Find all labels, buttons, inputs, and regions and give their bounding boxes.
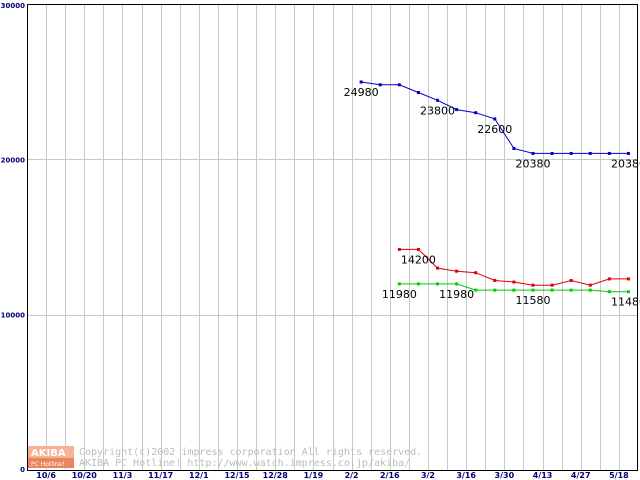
data-point bbox=[588, 288, 592, 292]
data-point bbox=[416, 282, 420, 286]
data-point bbox=[626, 290, 630, 294]
data-point bbox=[550, 283, 554, 287]
data-point bbox=[569, 278, 573, 282]
data-point bbox=[455, 269, 459, 273]
data-point bbox=[626, 151, 630, 155]
x-tick-label: 3/2 bbox=[421, 471, 435, 480]
data-point bbox=[455, 282, 459, 286]
data-label: 11480 bbox=[611, 296, 640, 309]
data-label: 23800 bbox=[420, 104, 455, 117]
y-tick-label: 20000 bbox=[1, 156, 25, 164]
data-point bbox=[626, 277, 630, 281]
data-series bbox=[359, 80, 630, 294]
x-tick-label: 11/3 bbox=[113, 471, 133, 480]
data-point bbox=[493, 278, 497, 282]
copyright-line-2: AKIBA PC Hotline! http://www.watch.impre… bbox=[79, 458, 410, 469]
x-tick-label: 2/2 bbox=[345, 471, 359, 480]
data-point bbox=[512, 146, 516, 150]
x-tick-label: 11/17 bbox=[148, 471, 173, 480]
x-tick-label: 12/15 bbox=[224, 471, 250, 480]
plot-frame bbox=[27, 4, 638, 471]
data-point bbox=[531, 283, 535, 287]
data-label: 20380 bbox=[515, 157, 550, 170]
copyright-line-1: Copyright(c)2002 impress corporation All… bbox=[79, 447, 422, 458]
data-point bbox=[569, 288, 573, 292]
x-tick-label: 2/16 bbox=[380, 471, 400, 480]
data-label: 11580 bbox=[515, 294, 550, 307]
data-point bbox=[474, 111, 478, 115]
data-point bbox=[416, 247, 420, 251]
y-tick-label: 10000 bbox=[1, 312, 25, 320]
x-tick-label: 12/1 bbox=[189, 471, 209, 480]
x-tick-label: 10/20 bbox=[72, 471, 98, 480]
data-point bbox=[607, 151, 611, 155]
data-label: 11980 bbox=[439, 288, 474, 301]
data-point bbox=[531, 288, 535, 292]
data-point bbox=[436, 282, 440, 286]
data-point bbox=[588, 283, 592, 287]
y-tick-label: 30000 bbox=[1, 2, 25, 10]
data-point bbox=[455, 108, 459, 112]
data-point bbox=[550, 151, 554, 155]
x-tick-label: 4/27 bbox=[571, 471, 591, 480]
x-tick-label: 12/28 bbox=[263, 471, 289, 480]
data-point bbox=[607, 277, 611, 281]
x-tick-label: 3/30 bbox=[495, 471, 515, 480]
data-point bbox=[550, 288, 554, 292]
data-point bbox=[531, 151, 535, 155]
x-tick-label: 1/19 bbox=[304, 471, 324, 480]
data-point bbox=[436, 266, 440, 270]
akiba-logo: AKIBA PC Hotline! bbox=[28, 446, 74, 468]
data-label: 24980 bbox=[344, 86, 379, 99]
data-label: 11980 bbox=[382, 288, 417, 301]
data-point bbox=[416, 91, 420, 95]
data-point bbox=[607, 290, 611, 294]
x-tick-label: 5/18 bbox=[609, 471, 629, 480]
x-axis-tick-labels: 10/6 10/20 11/3 11/17 12/1 12/15 12/28 1/19 2/2 2… bbox=[36, 471, 629, 480]
data-point bbox=[569, 151, 573, 155]
data-point bbox=[378, 83, 382, 87]
y-axis-tick-labels: 0 10000 20000 30000 bbox=[1, 2, 25, 474]
axes bbox=[27, 4, 638, 471]
vertical-gridlines bbox=[46, 4, 620, 470]
x-tick-label: 10/6 bbox=[36, 471, 56, 480]
data-point bbox=[397, 247, 401, 251]
data-label: 14200 bbox=[401, 253, 436, 266]
data-point bbox=[493, 288, 497, 292]
data-point bbox=[588, 151, 592, 155]
data-point bbox=[512, 280, 516, 284]
data-point bbox=[397, 282, 401, 286]
horizontal-gridlines bbox=[27, 159, 638, 316]
logo-sub-text: PC Hotline! bbox=[31, 461, 64, 468]
data-point bbox=[436, 98, 440, 102]
data-label: 20380 bbox=[611, 157, 640, 170]
x-tick-label: 3/16 bbox=[456, 471, 476, 480]
y-tick-label: 0 bbox=[20, 466, 25, 474]
x-tick-label: 4/13 bbox=[533, 471, 553, 480]
data-point bbox=[474, 271, 478, 275]
data-point bbox=[397, 83, 401, 87]
data-labels: 24980 23800 22600 20380 20380 14200 11980 11980… bbox=[344, 86, 640, 309]
data-point bbox=[474, 288, 478, 292]
data-point bbox=[512, 288, 516, 292]
data-label: 22600 bbox=[477, 123, 512, 136]
data-point bbox=[359, 80, 363, 84]
footer: AKIBA PC Hotline! Copyright(c)2002 impre… bbox=[28, 446, 422, 469]
logo-main-text: AKIBA bbox=[31, 448, 66, 459]
data-point bbox=[493, 117, 497, 121]
